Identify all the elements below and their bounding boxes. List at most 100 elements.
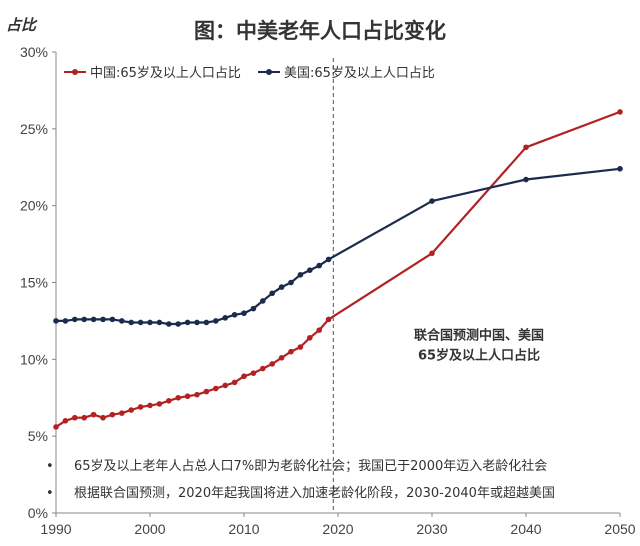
y-tick-label: 20%	[20, 198, 48, 214]
data-point	[203, 388, 210, 395]
note-1: 65岁及以上老年人占总人口7%即为老龄化社会；我国已于2000年迈入老龄化社会	[74, 458, 547, 474]
data-point	[231, 379, 238, 386]
data-point	[288, 279, 294, 286]
y-tick-label: 15%	[20, 275, 48, 291]
x-tick-label: 2010	[228, 521, 259, 537]
legend-label: 美国:65岁及以上人口占比	[284, 66, 435, 81]
annotation-line-1: 联合国预测中国、美国	[414, 327, 544, 343]
data-point	[53, 424, 59, 430]
data-point	[119, 410, 125, 416]
data-point	[81, 316, 87, 323]
series-usa	[53, 165, 623, 327]
data-point	[156, 319, 163, 326]
data-point	[288, 348, 294, 355]
data-point	[617, 109, 623, 115]
y-tick-label: 30%	[20, 44, 48, 60]
data-point	[72, 414, 78, 421]
data-point	[269, 290, 276, 297]
y-axis-unit-label: 占比	[6, 16, 38, 34]
x-tick-label: 2040	[510, 521, 541, 537]
x-tick-label: 2020	[322, 521, 353, 537]
series-line	[55, 110, 621, 428]
data-point	[194, 391, 200, 398]
data-point	[184, 393, 191, 400]
y-tick-label: 5%	[28, 428, 48, 444]
forecast-annotation: 联合国预测中国、美国 65岁及以上人口占比	[414, 327, 544, 363]
legend-swatch-marker	[72, 69, 78, 75]
axes: 0% 5% 10% 15% 20% 25% 30% 1990 2000 2010 2020 2030 2…	[20, 44, 636, 537]
data-point	[156, 401, 163, 407]
data-point	[260, 365, 266, 372]
data-point	[128, 319, 134, 326]
note-bullet-2: •	[46, 486, 54, 501]
data-point	[175, 321, 181, 327]
data-point	[222, 315, 228, 321]
note-2: 根据联合国预测，2020年起我国将进入加速老龄化阶段，2030-2040年或超越…	[74, 486, 555, 501]
data-point	[62, 318, 69, 324]
data-point	[147, 402, 153, 409]
data-point	[278, 354, 285, 361]
y-tick-label: 10%	[20, 351, 48, 367]
data-point	[260, 298, 266, 304]
data-point	[250, 370, 257, 376]
data-point	[53, 318, 59, 324]
annotation-line-2: 65岁及以上人口占比	[418, 347, 540, 363]
data-point	[72, 316, 78, 323]
data-point	[429, 198, 435, 204]
data-point	[109, 316, 116, 323]
x-tick-label: 2030	[416, 521, 447, 537]
data-point	[307, 335, 313, 341]
data-point	[617, 165, 623, 172]
series-line	[56, 167, 621, 326]
data-point	[128, 407, 134, 413]
data-point	[90, 316, 97, 323]
x-tick-label: 2000	[134, 521, 165, 537]
data-point	[166, 321, 172, 327]
data-point	[222, 382, 228, 389]
data-point	[90, 411, 97, 418]
legend: 中国:65岁及以上人口占比 美国:65岁及以上人口占比	[64, 66, 435, 81]
legend-swatch-marker	[266, 69, 272, 75]
data-point	[316, 262, 323, 269]
data-point	[119, 318, 125, 324]
data-point	[523, 144, 529, 151]
data-point	[325, 256, 332, 263]
data-point	[316, 327, 323, 333]
data-point	[194, 319, 200, 326]
data-point	[81, 414, 87, 421]
data-point	[147, 319, 153, 326]
x-tick-label: 2050	[604, 521, 635, 537]
data-point	[297, 344, 304, 350]
data-point	[429, 250, 435, 257]
data-point	[278, 284, 285, 290]
legend-label: 中国:65岁及以上人口占比	[90, 66, 241, 81]
note-bullet-1: •	[46, 459, 54, 474]
data-point	[523, 176, 529, 183]
notes: • 65岁及以上老年人占总人口7%即为老龄化社会；我国已于2000年迈入老龄化社…	[46, 458, 555, 501]
data-point	[250, 305, 257, 312]
data-point	[137, 404, 144, 410]
data-point	[213, 318, 219, 324]
data-point	[175, 394, 181, 401]
data-point	[184, 319, 191, 326]
data-point	[100, 316, 106, 323]
data-point	[307, 267, 313, 274]
x-tick-label: 1990	[40, 521, 71, 537]
data-point	[241, 373, 247, 380]
data-point	[62, 418, 69, 424]
data-point	[297, 272, 304, 278]
data-point	[203, 319, 210, 326]
data-point	[325, 316, 332, 323]
data-point	[109, 411, 116, 418]
data-point	[269, 361, 276, 367]
series-layer	[53, 109, 623, 430]
data-point	[241, 310, 247, 317]
data-point	[166, 398, 172, 404]
y-tick-label: 25%	[20, 121, 48, 137]
data-point	[137, 319, 144, 326]
data-point	[213, 385, 219, 392]
data-point	[231, 311, 238, 318]
data-point	[100, 414, 106, 421]
